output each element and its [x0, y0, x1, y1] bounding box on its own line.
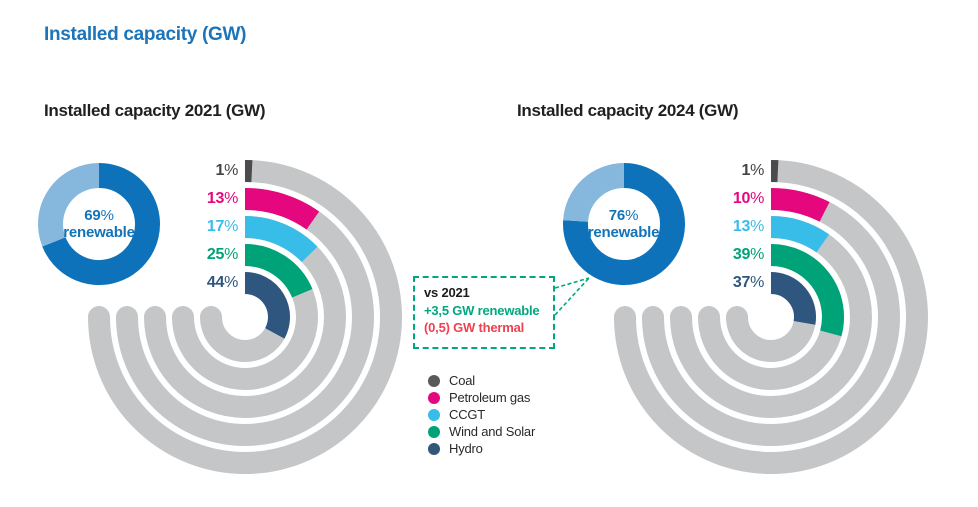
callout-pointer-line-2: [554, 277, 590, 316]
pct-label-petroleum-gas: 10%: [732, 190, 764, 207]
segment-arc-petroleum-gas: [770, 188, 830, 222]
legend-dot-ccgt: [428, 408, 440, 421]
radial-bar-chart-2021: [87, 159, 402, 474]
legend-label-ccgt: CCGT: [449, 407, 486, 422]
track-ring-cap-petroleum-gas: [115, 306, 138, 328]
track-ring-cap-ccgt: [143, 306, 166, 328]
donut-renewable-arc: [42, 163, 160, 285]
segment-arc-ccgt: [244, 216, 318, 263]
legend-item-coal: Coal: [428, 372, 535, 389]
track-ring-coal: [87, 160, 402, 474]
renewable-share-value: 69%: [84, 207, 114, 224]
radial-bar-chart-2024: [614, 159, 928, 474]
segment-arc-wind-and-solar: [244, 244, 312, 298]
chart-2021-title: Installed capacity 2021 (GW): [44, 101, 266, 120]
donut-renewable-arc: [562, 163, 685, 285]
legend: Coal Petroleum gas CCGT Wind and Solar Hydro: [428, 372, 535, 457]
segment-arc-hydro: [243, 272, 290, 339]
donut-center-label-2021: 69% renewable: [34, 159, 164, 289]
segment-arc-hydro: [770, 272, 816, 325]
legend-item-hydro: Hydro: [428, 440, 535, 457]
track-ring-ccgt: [670, 216, 872, 418]
callout-heading: vs 2021: [424, 285, 470, 300]
callout-renewable-change: +3,5 GW renewable: [424, 302, 540, 318]
segment-arc-ccgt: [770, 216, 830, 253]
legend-label-wind-and-solar: Wind and Solar: [449, 424, 536, 439]
renewable-share-caption: renewable: [587, 224, 660, 241]
pct-label-hydro: 37%: [732, 274, 764, 291]
pct-label-ccgt: 13%: [732, 218, 764, 235]
pct-label-hydro: 44%: [206, 274, 238, 291]
segment-arc-wind-and-solar: [770, 244, 844, 337]
track-ring-cap-petroleum-gas: [642, 306, 664, 328]
callout-thermal-change: (0,5) GW thermal: [424, 320, 525, 335]
legend-label-petroleum-gas: Petroleum gas: [449, 390, 531, 405]
donut-chart-2024: 76% renewable: [559, 159, 689, 289]
legend-dot-wind-and-solar: [428, 425, 440, 438]
donut-svg-2021: [38, 163, 160, 285]
callout-pointer: [554, 277, 590, 316]
donut-center-label-2024: 76% renewable: [559, 159, 689, 289]
pct-label-wind-and-solar: 25%: [206, 246, 238, 263]
legend-dot-coal: [428, 374, 440, 387]
segment-arc-petroleum-gas: [244, 188, 319, 230]
donut-non-renewable-arc: [38, 163, 100, 247]
pct-label-petroleum-gas: 13%: [206, 190, 238, 207]
legend-label-hydro: Hydro: [449, 441, 483, 456]
donut-chart-2021: 69% renewable: [34, 159, 164, 289]
legend-dot-hydro: [428, 442, 440, 455]
callout-vs-2021: vs 2021 +3,5 GW renewable (0,5) GW therm…: [413, 276, 555, 349]
page-title: Installed capacity (GW): [44, 24, 247, 45]
pct-label-wind-and-solar: 39%: [732, 246, 764, 263]
track-ring-cap-hydro: [726, 306, 748, 328]
legend-dot-petroleum-gas: [428, 391, 440, 404]
donut-svg-2024: [562, 163, 685, 285]
legend-item-wind-and-solar: Wind and Solar: [428, 423, 535, 440]
track-ring-cap-wind-and-solar: [698, 306, 720, 328]
track-ring-cap-coal: [614, 306, 636, 328]
legend-item-petroleum-gas: Petroleum gas: [428, 389, 535, 406]
renewable-share-value: 76%: [608, 207, 639, 224]
legend-label-coal: Coal: [449, 373, 475, 388]
track-ring-coal: [614, 160, 928, 474]
pct-label-coal: 1%: [741, 162, 764, 179]
legend-item-ccgt: CCGT: [428, 406, 535, 423]
track-ring-cap-ccgt: [670, 306, 692, 328]
track-ring-petroleum-gas: [642, 188, 900, 446]
chart-2024-title: Installed capacity 2024 (GW): [517, 101, 739, 120]
track-ring-petroleum-gas: [115, 188, 374, 446]
renewable-share-caption: renewable: [63, 224, 135, 241]
callout-pointer-line-1: [554, 277, 590, 289]
track-ring-cap-hydro: [199, 306, 222, 328]
track-ring-cap-wind-and-solar: [171, 306, 194, 328]
pct-label-ccgt: 17%: [206, 218, 238, 235]
track-ring-cap-coal: [87, 306, 110, 328]
donut-non-renewable-arc: [562, 163, 625, 223]
pct-label-coal: 1%: [215, 162, 238, 179]
